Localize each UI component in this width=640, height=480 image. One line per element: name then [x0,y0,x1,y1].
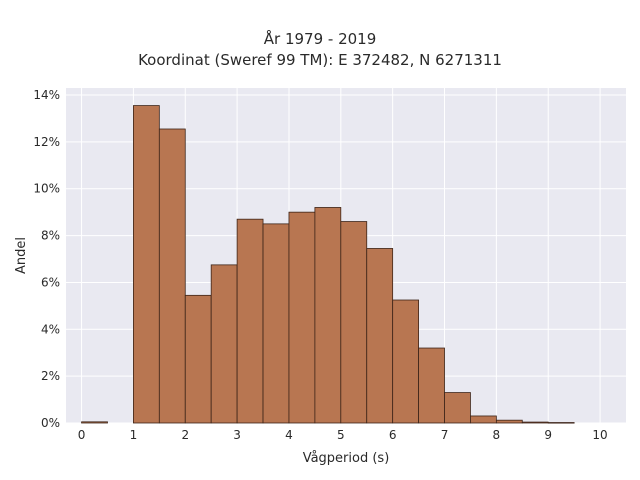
x-tick-label: 9 [544,428,552,442]
histogram-bar [547,422,575,424]
x-tick-label: 10 [592,428,607,442]
histogram-bar [133,105,160,424]
histogram-bar [210,264,238,424]
y-axis-label: Andel [14,237,29,274]
chart-title-line-2: Koordinat (Sweref 99 TM): E 372482, N 62… [138,51,502,69]
x-tick-label: 2 [181,428,189,442]
histogram-bar [158,128,186,424]
histogram-bar [340,221,368,424]
y-tick-label: 6% [41,275,60,289]
x-tick-label: 0 [78,428,86,442]
y-tick-label: 14% [33,88,60,102]
x-tick-label: 5 [337,428,345,442]
x-tick-label: 4 [285,428,293,442]
histogram-bar [184,294,212,424]
histogram-bar [314,207,342,424]
chart-title-line-1: År 1979 - 2019 [263,30,377,48]
bars-layer [81,105,575,424]
x-tick-label: 3 [233,428,241,442]
histogram-bar [392,299,419,424]
y-tick-label: 8% [41,229,60,243]
histogram-bar [495,419,523,424]
x-axis-label: Vågperiod (s) [303,451,390,466]
x-tick-label: 8 [493,428,501,442]
y-tick-label: 10% [33,182,60,196]
x-tick-label: 6 [389,428,397,442]
histogram-bar [81,421,108,424]
histogram-bar [236,218,264,424]
y-tick-label: 0% [41,416,60,430]
y-tick-label: 4% [41,322,60,336]
histogram-bar [521,421,549,424]
histogram-bar [418,347,445,424]
histogram-bar [444,392,471,424]
histogram-bar [366,248,394,424]
y-tick-label: 2% [41,369,60,383]
histogram-bar [262,223,290,424]
histogram-bar [470,415,497,424]
x-tick-label: 1 [130,428,138,442]
y-tick-label: 12% [33,135,60,149]
histogram-bar [288,211,316,424]
y-axis-ticks: 0% 2% 4% 6% 8% 10% 12% 14% [33,88,60,430]
x-axis-ticks: 0 1 2 3 4 5 6 7 8 9 10 [78,428,608,442]
x-tick-label: 7 [441,428,449,442]
